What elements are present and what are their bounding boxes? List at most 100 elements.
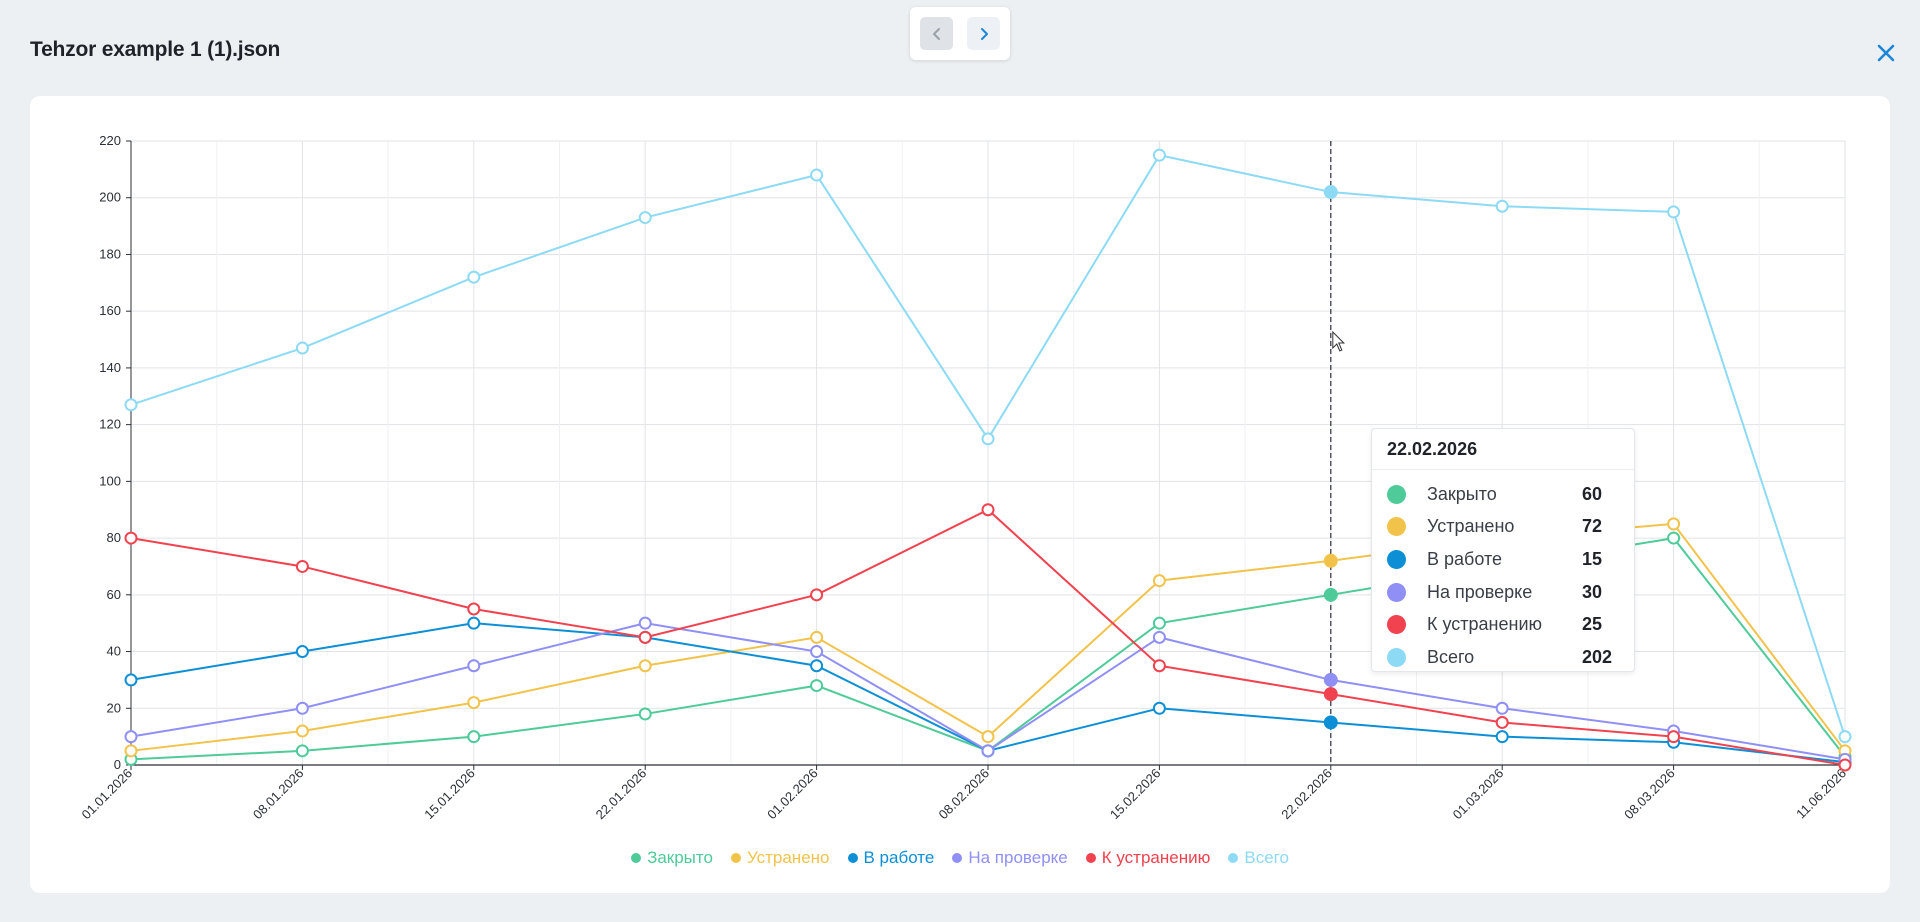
data-point (1152, 616, 1166, 630)
data-point (1152, 574, 1166, 588)
tooltip-series-value: 30 (1582, 581, 1603, 602)
chart-card: 0 20 40 60 80 100 120 140 160 180 200 220 01.01.2026… (30, 96, 1890, 893)
data-point-active (1323, 715, 1338, 730)
x-tick-label: 08.01.2026 (250, 766, 307, 823)
data-point (638, 616, 652, 630)
data-point (810, 168, 824, 182)
data-point (467, 616, 481, 630)
chart-legend: Закрыто Устранено В работе На проверке К уст… (30, 848, 1890, 868)
data-point (638, 630, 652, 644)
data-point (1152, 659, 1166, 673)
legend-dot-icon (952, 853, 963, 863)
data-point (295, 645, 309, 659)
data-point (810, 588, 824, 602)
data-point (810, 679, 824, 693)
tooltip-row: Всего 202 (1387, 645, 1619, 671)
data-point (467, 602, 481, 616)
x-tick-label: 08.03.2026 (1621, 766, 1678, 823)
data-point (467, 270, 481, 284)
tooltip-series-name: В работе (1427, 548, 1503, 569)
x-tick-label: 22.02.2026 (1278, 766, 1335, 823)
y-tick-label: 220 (99, 133, 121, 148)
tooltip-series-value: 72 (1582, 516, 1603, 537)
data-point (295, 701, 309, 715)
data-point-active (1323, 553, 1338, 568)
data-point (467, 696, 481, 710)
legend-item[interactable]: В работе (847, 848, 934, 868)
legend-dot-icon (847, 853, 858, 863)
tooltip-series-value: 202 (1582, 647, 1613, 667)
data-point (295, 341, 309, 355)
y-tick-label: 60 (107, 587, 121, 602)
tooltip-divider (1372, 469, 1634, 470)
tooltip-dot-icon (1387, 648, 1406, 667)
legend-item[interactable]: На проверке (952, 848, 1068, 868)
pager (910, 7, 1010, 60)
data-point (124, 730, 138, 744)
tooltip-series-name: На проверке (1427, 581, 1533, 602)
tooltip-series-name: К устранению (1427, 614, 1542, 635)
x-tick-label: 15.01.2026 (421, 766, 478, 823)
tooltip-series-name: Устранено (1427, 516, 1515, 537)
data-point (810, 630, 824, 644)
legend-label: Устранено (746, 848, 830, 867)
legend-dot-icon (631, 853, 642, 863)
data-point (810, 659, 824, 673)
data-point (1152, 701, 1166, 715)
tooltip-series-value: 15 (1582, 548, 1603, 569)
data-point (981, 503, 995, 517)
data-point (638, 707, 652, 721)
x-tick-label: 01.02.2026 (764, 766, 821, 823)
data-point (1838, 730, 1852, 744)
tooltip-row: Закрыто 60 (1387, 481, 1619, 507)
tooltip-dot-icon (1387, 517, 1406, 537)
data-point (467, 730, 481, 744)
data-point (295, 744, 309, 758)
tooltip-dot-icon (1387, 615, 1406, 635)
chevron-left-icon (932, 27, 940, 40)
legend-dot-icon (730, 853, 741, 863)
y-tick-label: 80 (107, 530, 121, 545)
data-point (1667, 531, 1681, 545)
tooltip-date: 22.02.2026 (1387, 439, 1478, 459)
legend-dot-icon (1228, 853, 1239, 863)
tooltip-row: На проверке 30 (1387, 579, 1619, 605)
y-tick-label: 0 (114, 757, 121, 772)
tooltip-dot-icon (1387, 549, 1406, 569)
close-button[interactable] (1874, 41, 1898, 65)
next-button[interactable] (967, 17, 1000, 50)
y-tick-label: 20 (107, 700, 121, 715)
x-tick-label: 01.01.2026 (78, 766, 135, 823)
chevron-right-icon (980, 27, 988, 40)
tooltip-row: В работе 15 (1387, 546, 1619, 572)
legend-item[interactable]: Закрыто (631, 848, 713, 868)
data-point (1152, 630, 1166, 644)
tooltip-series-name: Всего (1427, 647, 1475, 667)
legend-item[interactable]: Устранено (730, 848, 830, 868)
legend-item[interactable]: К устранению (1085, 848, 1211, 868)
legend-dot-icon (1085, 853, 1096, 863)
data-point-active (1323, 587, 1338, 602)
legend-item[interactable]: Всего (1228, 848, 1289, 868)
data-point-active (1323, 672, 1338, 687)
x-tick-label: 11.06.2026 (1793, 766, 1849, 822)
data-point-active (1323, 185, 1338, 200)
legend-label: Всего (1244, 848, 1289, 867)
cursor-icon (1332, 330, 1346, 352)
tooltip-series-name: Закрыто (1427, 483, 1497, 504)
tooltip-row: К устранению 25 (1387, 612, 1619, 638)
y-tick-label: 180 (99, 246, 121, 261)
data-point (467, 659, 481, 673)
prev-button[interactable] (920, 17, 953, 50)
data-point (981, 730, 995, 744)
data-point (124, 531, 138, 545)
data-point (638, 211, 652, 225)
x-tick-label: 01.03.2026 (1450, 766, 1507, 823)
data-point (638, 659, 652, 673)
legend-label: К устранению (1101, 848, 1211, 867)
y-tick-label: 120 (99, 417, 121, 432)
page-title: Tehzor example 1 (1).json (30, 38, 281, 61)
tooltip-row: Устранено 72 (1387, 514, 1619, 540)
data-point (1495, 715, 1509, 729)
data-point (124, 673, 138, 687)
